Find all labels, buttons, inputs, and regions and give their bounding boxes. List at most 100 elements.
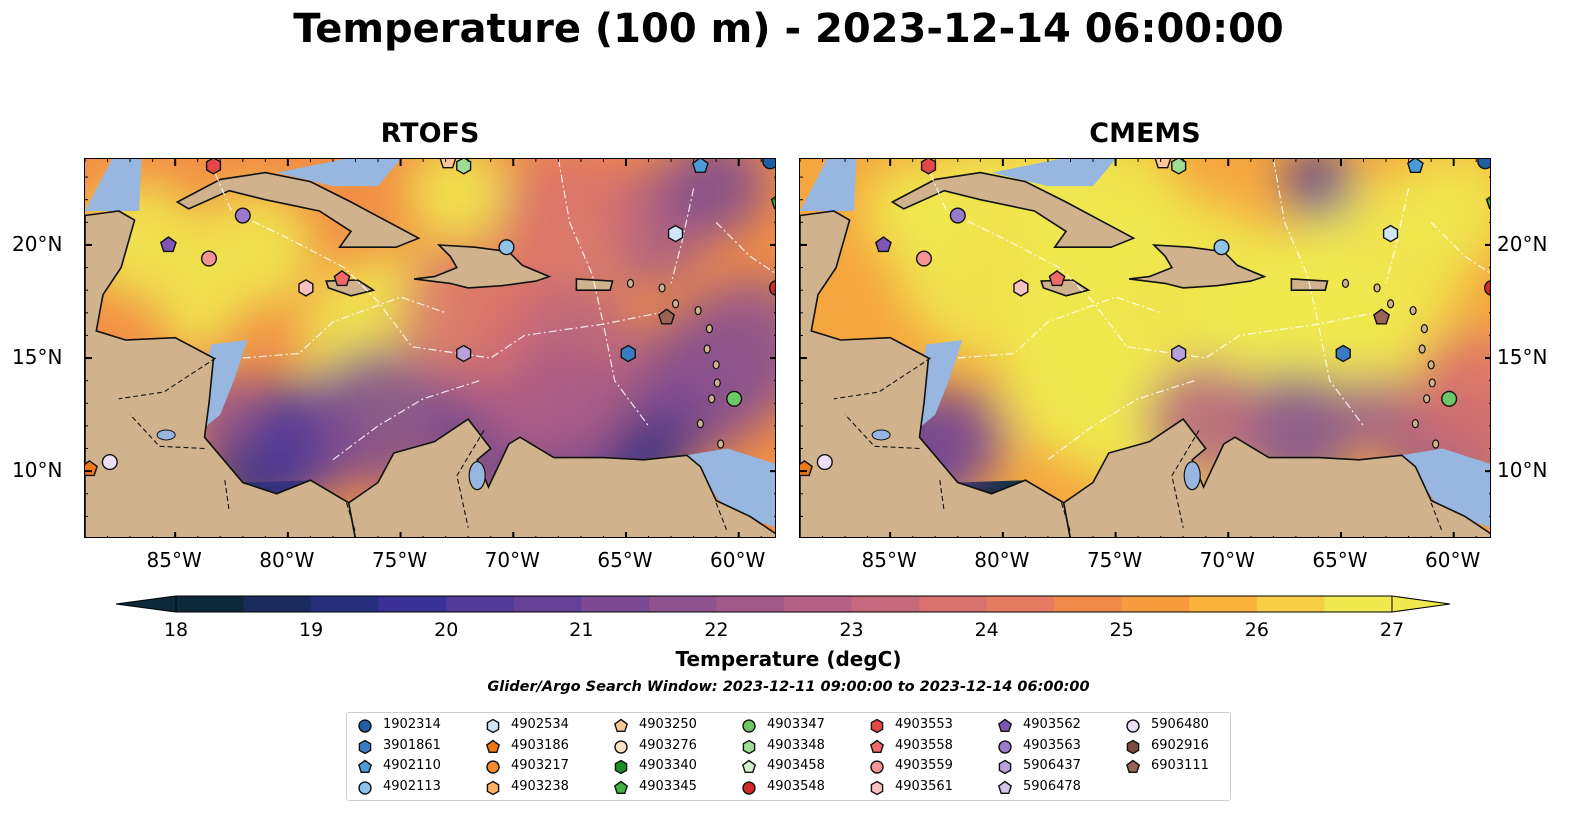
island: [708, 394, 716, 404]
map-rtofs: [84, 158, 776, 538]
country-border: [939, 480, 945, 512]
island: [717, 439, 725, 449]
boundary-line: [242, 296, 446, 359]
boundary-line: [1430, 221, 1490, 274]
float-marker-4903553: [920, 159, 937, 175]
island: [1428, 378, 1436, 388]
float-marker-4903548: [768, 280, 775, 296]
legend-label: 5906437: [1023, 758, 1081, 773]
float-marker-5906480: [101, 454, 118, 471]
legend-marker-hexagon: [486, 780, 500, 795]
boundary-line: [208, 159, 660, 359]
float-marker-4903347: [726, 390, 743, 407]
shallow-shelf: [686, 448, 775, 528]
lon-tick-label: 80°W: [974, 548, 1030, 572]
float-marker-4902110: [1406, 159, 1424, 174]
colorbar-segment: [986, 596, 1055, 612]
legend-label: 4903276: [639, 737, 697, 753]
lon-tick-label: 65°W: [1312, 548, 1368, 572]
colorbar-segment: [1121, 596, 1190, 612]
land-hispaniola: [414, 244, 552, 289]
lake-maracaibo: [468, 461, 486, 491]
country-border: [844, 414, 920, 450]
float-marker-3901861: [1335, 344, 1351, 363]
colorbar-segment: [513, 596, 582, 612]
colorbar-segment: [648, 596, 718, 612]
legend-marker-hexagon: [358, 739, 372, 754]
colorbar-segment: [1256, 596, 1326, 612]
float-marker-6903111: [1373, 308, 1391, 325]
island: [713, 378, 721, 388]
float-marker-4903559: [915, 250, 933, 267]
float-marker-1902314: [762, 159, 775, 170]
island: [703, 344, 711, 354]
search-window-text: Glider/Argo Search Window: 2023-12-11 09…: [487, 679, 1090, 695]
float-legend: 1902314 3901861 4902110 4902113 4902534 49031…: [346, 712, 1231, 801]
float-marker-4903558: [1048, 270, 1066, 287]
colorbar-tick-label: 19: [299, 619, 324, 641]
float-marker-4903348: [1171, 159, 1187, 175]
lon-tick-label: 85°W: [146, 548, 202, 572]
legend-marker-hexagon: [742, 739, 756, 754]
legend-marker-hexagon: [870, 718, 884, 734]
colorbar-label: Temperature (degC): [675, 647, 902, 671]
legend-label: 4903563: [1023, 737, 1081, 753]
legend-marker-circle: [742, 719, 756, 733]
lon-tick-label: 70°W: [1199, 548, 1255, 572]
island: [1423, 394, 1431, 404]
float-marker-3901861: [620, 344, 636, 363]
lat-tick-label-left: 20°N: [12, 231, 63, 256]
island: [1411, 419, 1419, 429]
colorbar-tick-label: 27: [1379, 619, 1405, 641]
colorbar-tick-label: 24: [974, 619, 999, 641]
legend-label: 4903348: [767, 737, 825, 753]
legend-label: 5906478: [1023, 778, 1081, 794]
legend-marker-pentagon: [869, 739, 885, 753]
legend-label: 5906480: [1151, 717, 1209, 732]
legend-label: 4903238: [511, 778, 569, 794]
float-marker-4903558: [333, 270, 351, 287]
colorbar-segment: [446, 596, 515, 612]
float-marker-5906437: [1171, 344, 1187, 363]
legend-label: 4903553: [895, 717, 953, 732]
colorbar-segment: [378, 596, 447, 612]
legend-marker-circle: [870, 760, 884, 774]
legend-marker-circle: [614, 739, 628, 754]
lon-tick-label: 60°W: [1425, 548, 1481, 572]
legend-marker-circle: [358, 780, 372, 795]
panel-title-rtofs: RTOFS: [380, 118, 480, 149]
island: [1432, 439, 1440, 449]
legend-label: 6902916: [1151, 737, 1209, 753]
shallow-shelf: [991, 159, 1116, 187]
lake-nicaragua: [156, 429, 176, 441]
float-marker-4902113: [1213, 239, 1230, 256]
legend-marker-circle: [1126, 719, 1140, 733]
colorbar-segment: [919, 596, 988, 612]
island: [1427, 360, 1435, 370]
boundary-line: [1272, 159, 1364, 427]
legend-label: 4902113: [383, 778, 441, 794]
figure-title: Temperature (100 m) - 2023-12-14 06:00:0…: [293, 6, 1284, 52]
island: [626, 278, 635, 289]
legend-marker-hexagon: [486, 718, 500, 734]
legend-marker-hexagon: [614, 759, 628, 775]
boundary-line: [715, 221, 775, 274]
legend-label: 4903345: [639, 778, 697, 794]
colorbar-tick-label: 18: [163, 619, 189, 641]
legend-marker-pentagon: [997, 718, 1013, 733]
island: [658, 283, 666, 293]
legend-label: 4903562: [1023, 717, 1081, 732]
legend-label: 4903558: [895, 737, 953, 753]
legend-label: 4903548: [767, 778, 825, 794]
colorbar-segment: [716, 596, 785, 612]
land-hispaniola: [1129, 244, 1267, 289]
legend-marker-pentagon: [1125, 759, 1141, 774]
float-marker-4903562: [874, 236, 892, 253]
float-marker-4903548: [1483, 280, 1490, 296]
colorbar-segment: [1189, 596, 1258, 612]
country-border: [129, 414, 205, 450]
lon-tick-label: 75°W: [371, 548, 428, 572]
colorbar-tick-label: 25: [1109, 619, 1134, 641]
shallow-shelf: [206, 340, 248, 426]
shallow-shelf: [85, 159, 142, 211]
